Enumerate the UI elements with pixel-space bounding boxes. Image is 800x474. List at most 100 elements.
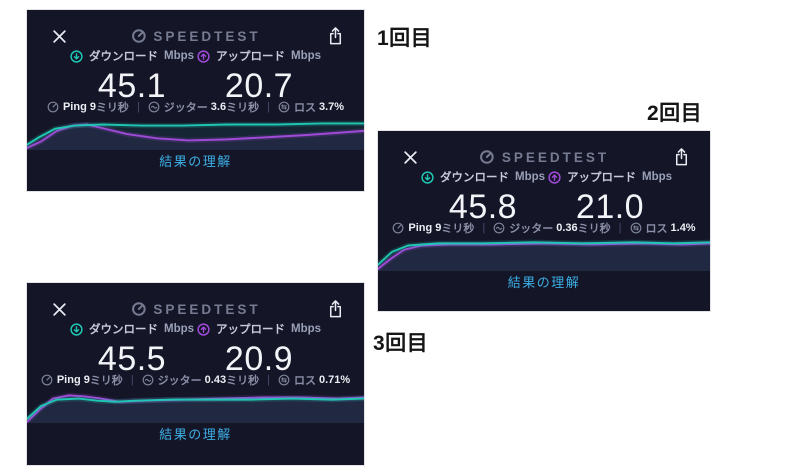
share-icon[interactable]: [327, 299, 344, 319]
upload-metric: アップロード Mbps 20.9: [183, 321, 335, 379]
download-metric: ダウンロード Mbps 45.5: [51, 321, 213, 379]
upload-label: アップロード: [215, 324, 285, 336]
download-label-row: ダウンロード Mbps: [51, 48, 213, 64]
download-label-row: ダウンロード Mbps: [51, 321, 213, 337]
understand-results-link[interactable]: 結果の理解: [507, 275, 581, 290]
loss-icon: [278, 101, 290, 113]
upload-label: アップロード: [215, 51, 285, 63]
jitter-label: ジッター: [157, 374, 202, 387]
jitter-label: ジッター: [509, 222, 554, 235]
jitter-value: 3.6: [210, 100, 227, 113]
card-header: SPEEDTEST: [27, 296, 364, 322]
speedtest-logo: SPEEDTEST: [130, 296, 260, 322]
share-icon[interactable]: [673, 147, 690, 167]
card-header: SPEEDTEST: [27, 23, 364, 49]
upload-metric: アップロード Mbps 20.7: [183, 48, 335, 106]
upload-unit: Mbps: [641, 171, 673, 183]
close-icon[interactable]: [52, 302, 67, 317]
download-label: ダウンロード: [88, 51, 158, 63]
ping-label: Ping: [62, 100, 87, 113]
download-label: ダウンロード: [88, 324, 158, 336]
card-header: SPEEDTEST: [378, 144, 710, 170]
separator: |: [267, 100, 270, 113]
close-icon[interactable]: [403, 150, 418, 165]
close-icon[interactable]: [52, 29, 67, 44]
upload-icon: [197, 49, 210, 63]
loss-value: 3.7%: [318, 100, 345, 113]
upload-icon: [197, 322, 210, 336]
gauge-icon: [480, 150, 494, 164]
jitter-icon: [142, 374, 154, 386]
separator: |: [482, 221, 486, 234]
jitter-unit: ミリ秒: [577, 222, 611, 235]
download-metric: ダウンロード Mbps 45.8: [402, 169, 564, 227]
upload-value: 21.0: [575, 188, 645, 226]
separator: |: [618, 221, 622, 234]
download-unit: Mbps: [163, 323, 195, 335]
loss-icon: [278, 374, 290, 386]
loss-value: 0.71%: [318, 373, 351, 386]
run-label-1: 1回目: [377, 27, 433, 50]
ping-value: 9: [83, 373, 90, 386]
ping-stats-row: Ping 9 ミリ秒 | ジッター 0.43 ミリ秒 | ロス 0.71%: [27, 372, 364, 387]
speedtest-card-1: SPEEDTEST ダウンロード Mbps 45.1 アップロード: [27, 10, 364, 191]
jitter-unit: ミリ秒: [226, 101, 260, 114]
speedtest-card-2: SPEEDTEST ダウンロード Mbps 45.8 アップロード: [378, 131, 710, 311]
download-unit: Mbps: [514, 171, 546, 183]
ping-unit: ミリ秒: [89, 374, 123, 387]
upload-icon: [548, 170, 561, 184]
jitter-value: 0.43: [204, 373, 227, 386]
upload-unit: Mbps: [290, 50, 322, 62]
jitter-value: 0.36: [556, 221, 578, 234]
upload-unit: Mbps: [290, 323, 322, 335]
loss-label: ロス: [293, 101, 316, 114]
understand-results-link[interactable]: 結果の理解: [159, 154, 232, 169]
download-value: 45.5: [97, 340, 167, 378]
jitter-icon: [148, 101, 160, 113]
loss-label: ロス: [645, 222, 668, 235]
upload-label-row: アップロード Mbps: [183, 321, 335, 337]
ping-stats-row: Ping 9 ミリ秒 | ジッター 0.36 ミリ秒 | ロス 1.4%: [378, 220, 710, 235]
loss-label: ロス: [293, 374, 316, 387]
upload-metric: アップロード Mbps 21.0: [534, 169, 686, 227]
speed-sparkline: [27, 120, 364, 150]
upload-label-row: アップロード Mbps: [183, 48, 335, 64]
loss-icon: [630, 222, 642, 234]
gauge-icon: [131, 29, 146, 43]
download-icon: [70, 49, 83, 63]
ping-label: Ping: [56, 373, 81, 386]
download-label-row: ダウンロード Mbps: [402, 169, 564, 185]
upload-value: 20.9: [224, 340, 294, 378]
loss-value: 1.4%: [670, 221, 696, 234]
gauge-icon: [131, 302, 146, 316]
ping-label: Ping: [408, 221, 433, 234]
download-icon: [70, 322, 83, 336]
ping-unit: ミリ秒: [95, 101, 129, 114]
speed-sparkline: [27, 392, 364, 423]
speedtest-logo: SPEEDTEST: [479, 144, 609, 170]
jitter-icon: [493, 222, 505, 234]
upload-label-row: アップロード Mbps: [534, 169, 686, 185]
jitter-label: ジッター: [163, 101, 208, 114]
app-title: SPEEDTEST: [501, 149, 610, 165]
separator: |: [136, 100, 140, 113]
download-icon: [421, 170, 434, 184]
ping-icon: [47, 101, 59, 113]
upload-value: 20.7: [224, 67, 294, 105]
ping-icon: [41, 374, 53, 386]
understand-results-link[interactable]: 結果の理解: [159, 427, 232, 442]
speed-sparkline: [378, 239, 710, 271]
app-title: SPEEDTEST: [153, 301, 261, 317]
ping-unit: ミリ秒: [441, 222, 475, 235]
separator: |: [267, 373, 270, 386]
speedtest-logo: SPEEDTEST: [130, 23, 260, 49]
download-metric: ダウンロード Mbps 45.1: [51, 48, 213, 106]
ping-value: 9: [435, 221, 442, 234]
run-label-3: 3回目: [373, 332, 429, 355]
download-label: ダウンロード: [439, 172, 509, 184]
app-title: SPEEDTEST: [153, 28, 261, 44]
share-icon[interactable]: [327, 26, 344, 46]
ping-value: 9: [89, 100, 96, 113]
download-value: 45.8: [448, 188, 518, 226]
download-unit: Mbps: [163, 50, 195, 62]
